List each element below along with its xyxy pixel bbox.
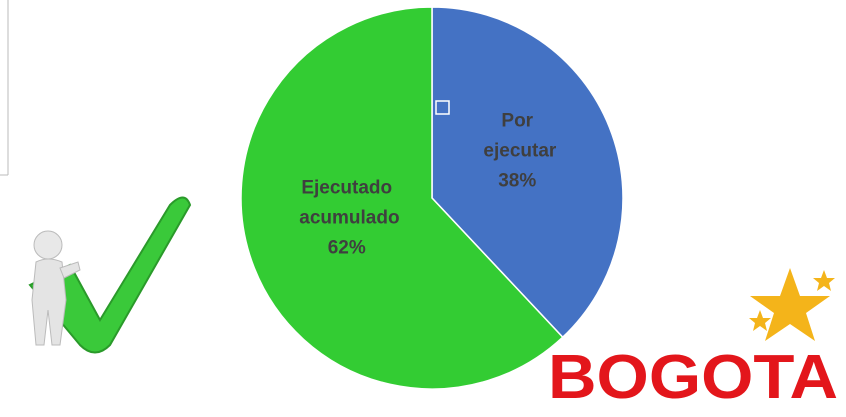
slice-label: Por ejecutar <box>478 110 557 161</box>
slice <box>431 6 624 339</box>
slice <box>240 6 564 390</box>
marker <box>435 100 450 115</box>
logo-text: BOGOTA <box>548 343 838 412</box>
value-label: 38% <box>498 170 536 191</box>
logo: BOGOTA <box>548 268 838 412</box>
pie: Por ejecutar 38% Ejecutado acumulado 62% <box>240 6 624 390</box>
check-figure <box>28 196 192 354</box>
logo-star <box>749 310 771 331</box>
value-label: 62% <box>328 238 366 259</box>
logo-star <box>813 270 835 291</box>
logo-star <box>750 268 830 341</box>
slice-label: Ejecutado acumulado <box>294 178 400 229</box>
